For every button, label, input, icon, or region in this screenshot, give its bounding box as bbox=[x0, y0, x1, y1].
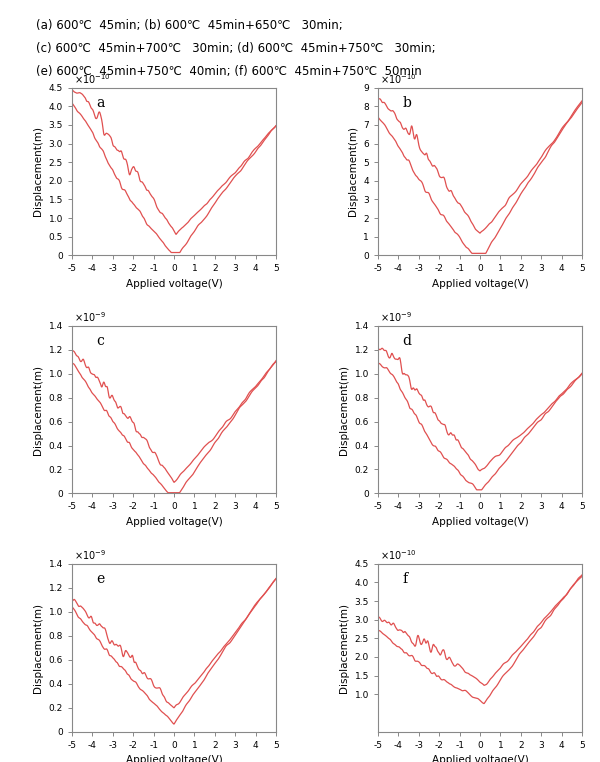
Text: b: b bbox=[403, 96, 412, 110]
Text: a: a bbox=[97, 96, 105, 110]
X-axis label: Applied voltage(V): Applied voltage(V) bbox=[431, 279, 529, 289]
Text: (a) 600℃  45min; (b) 600℃  45min+650℃   30min;: (a) 600℃ 45min; (b) 600℃ 45min+650℃ 30mi… bbox=[36, 19, 343, 32]
Text: (e) 600℃  45min+750℃  40min; (f) 600℃  45min+750℃  50min: (e) 600℃ 45min+750℃ 40min; (f) 600℃ 45mi… bbox=[36, 65, 422, 78]
Y-axis label: Displacement(m): Displacement(m) bbox=[33, 126, 43, 216]
X-axis label: Applied voltage(V): Applied voltage(V) bbox=[125, 279, 223, 289]
Text: (c) 600℃  45min+700℃   30min; (d) 600℃  45min+750℃   30min;: (c) 600℃ 45min+700℃ 30min; (d) 600℃ 45mi… bbox=[36, 42, 436, 55]
X-axis label: Applied voltage(V): Applied voltage(V) bbox=[125, 755, 223, 762]
Y-axis label: Displacement(m): Displacement(m) bbox=[339, 364, 349, 455]
Text: $\times10^{-10}$: $\times10^{-10}$ bbox=[380, 72, 416, 86]
X-axis label: Applied voltage(V): Applied voltage(V) bbox=[125, 517, 223, 527]
Y-axis label: Displacement(m): Displacement(m) bbox=[347, 126, 358, 216]
Text: $\times10^{-9}$: $\times10^{-9}$ bbox=[74, 549, 106, 562]
Y-axis label: Displacement(m): Displacement(m) bbox=[33, 603, 43, 693]
X-axis label: Applied voltage(V): Applied voltage(V) bbox=[431, 517, 529, 527]
Text: $\times10^{-9}$: $\times10^{-9}$ bbox=[74, 310, 106, 324]
Text: c: c bbox=[97, 334, 104, 348]
X-axis label: Applied voltage(V): Applied voltage(V) bbox=[431, 755, 529, 762]
Text: $\times10^{-10}$: $\times10^{-10}$ bbox=[380, 549, 416, 562]
Y-axis label: Displacement(m): Displacement(m) bbox=[339, 603, 349, 693]
Y-axis label: Displacement(m): Displacement(m) bbox=[33, 364, 43, 455]
Text: $\times10^{-10}$: $\times10^{-10}$ bbox=[74, 72, 110, 86]
Text: $\times10^{-9}$: $\times10^{-9}$ bbox=[380, 310, 412, 324]
Text: d: d bbox=[403, 334, 412, 348]
Text: e: e bbox=[97, 572, 105, 586]
Text: f: f bbox=[403, 572, 407, 586]
